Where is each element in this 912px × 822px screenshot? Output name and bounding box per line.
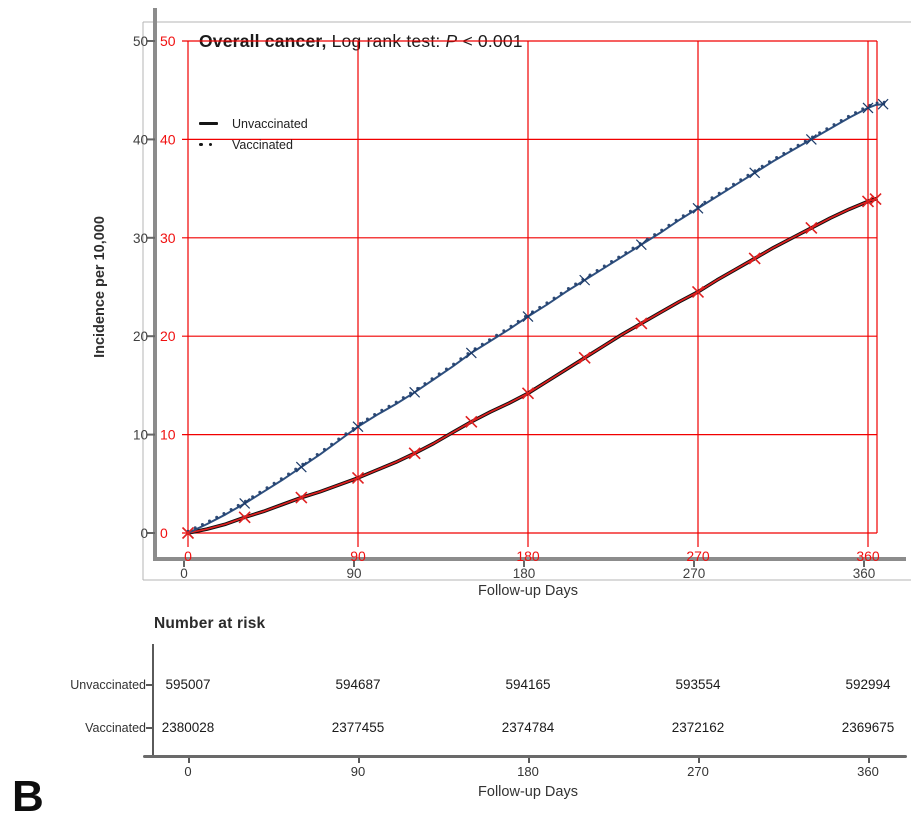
legend-label: Vaccinated [232, 137, 293, 152]
svg-text:90: 90 [350, 548, 366, 564]
incidence-chart: Overall cancer, Log rank test: P < 0.001… [133, 8, 911, 581]
svg-text:50: 50 [160, 33, 176, 49]
svg-text:30: 30 [160, 230, 176, 246]
chart-title: Overall cancer, Log rank test: P < 0.001 [199, 31, 523, 51]
svg-text:0: 0 [180, 566, 188, 581]
risk-value: 595007 [165, 677, 211, 692]
svg-text:10: 10 [133, 428, 148, 443]
svg-text:0: 0 [160, 525, 168, 541]
legend-label: Unvaccinated [232, 116, 308, 131]
risk-value: 2374784 [501, 720, 555, 735]
risk-value: 2380028 [161, 720, 215, 735]
risk-value: 594165 [505, 677, 551, 692]
risk-axis-tick-label: 90 [350, 764, 366, 779]
svg-text:180: 180 [513, 566, 536, 581]
unvaccinated-curve [187, 196, 878, 535]
svg-text:20: 20 [160, 328, 176, 344]
svg-text:360: 360 [856, 548, 880, 564]
risk-x-axis-title: Follow-up Days [478, 784, 578, 800]
risk-axis-tick-label: 270 [687, 764, 709, 779]
risk-axis-tick-label: 180 [517, 764, 539, 779]
svg-text:50: 50 [133, 34, 148, 49]
vaccinated-curve [186, 100, 886, 534]
risk-row-tick [146, 684, 153, 686]
dotted-line-icon [199, 142, 221, 147]
risk-row-label-unvaccinated: Unvaccinated [70, 678, 146, 692]
y-axis-title: Incidence per 10,000 [92, 216, 108, 358]
svg-text:0: 0 [140, 526, 148, 541]
unvaccinated-markers [181, 192, 882, 540]
panel-letter: B [12, 772, 44, 821]
axes [153, 8, 906, 561]
risk-row-label-vaccinated: Vaccinated [85, 721, 146, 735]
risk-table-header: Number at risk [154, 615, 266, 632]
image-frame [142, 21, 911, 581]
risk-axis-tick-label: 0 [184, 764, 192, 779]
svg-text:270: 270 [686, 548, 710, 564]
risk-value: 593554 [675, 677, 721, 692]
svg-text:90: 90 [346, 566, 361, 581]
risk-value: 2377455 [331, 720, 385, 735]
risk-axis-hline [143, 755, 907, 758]
svg-text:0: 0 [184, 548, 192, 564]
legend: Unvaccinated Vaccinated [199, 113, 308, 155]
risk-axis-tick-label: 360 [857, 764, 879, 779]
svg-text:360: 360 [853, 566, 876, 581]
risk-value: 594687 [335, 677, 381, 692]
legend-item-vaccinated: Vaccinated [199, 134, 308, 155]
svg-text:20: 20 [133, 329, 148, 344]
risk-axis-tick [698, 758, 700, 763]
risk-axis-tick [868, 758, 870, 763]
x-axis-title: Follow-up Days [478, 583, 578, 599]
svg-text:40: 40 [160, 131, 176, 147]
svg-text:180: 180 [516, 548, 540, 564]
svg-text:270: 270 [683, 566, 706, 581]
risk-axis-vline [152, 644, 154, 757]
tick-labels-black: 0 10 20 30 40 50 0 90 180 270 360 [133, 34, 875, 581]
risk-value: 592994 [845, 677, 891, 692]
tick-labels-red: 0 10 20 30 40 50 0 90 180 270 360 [160, 33, 880, 564]
risk-axis-tick [358, 758, 360, 763]
risk-axis-tick [188, 758, 190, 763]
legend-item-unvaccinated: Unvaccinated [199, 113, 308, 134]
vaccinated-markers [182, 98, 889, 539]
risk-axis-tick [528, 758, 530, 763]
svg-text:30: 30 [133, 231, 148, 246]
solid-line-icon [199, 122, 221, 125]
risk-value: 2372162 [671, 720, 725, 735]
svg-text:10: 10 [160, 427, 176, 443]
risk-row-tick [146, 727, 153, 729]
risk-value: 2369675 [841, 720, 895, 735]
red-overlay-grid [182, 40, 878, 547]
svg-text:40: 40 [133, 132, 148, 147]
